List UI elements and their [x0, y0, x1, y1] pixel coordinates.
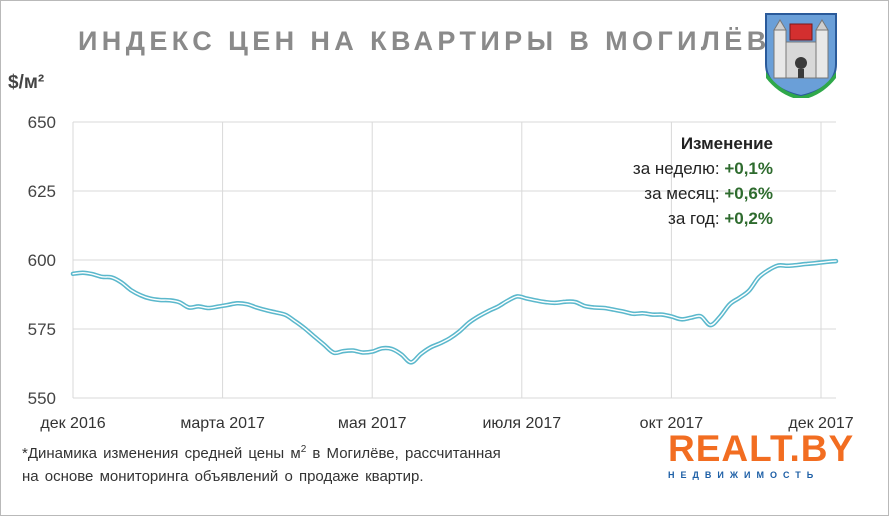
footnote-line-2: на основе мониторинга объявлений о прода…: [22, 468, 424, 485]
change-month-label: за месяц:: [644, 184, 720, 203]
change-year-value: +0,2%: [724, 209, 773, 228]
logo-main-text: REALT.BY: [668, 428, 855, 469]
x-tick-label: июля 2017: [482, 415, 561, 432]
change-box: Изменение за неделю: +0,1% за месяц: +0,…: [633, 131, 773, 231]
x-tick-label: дек 2017: [788, 415, 853, 432]
y-tick-label: 650: [28, 113, 56, 132]
y-axis-ticks: 650 625 600 575 550: [28, 113, 56, 408]
change-month-value: +0,6%: [724, 184, 773, 203]
y-tick-label: 600: [28, 251, 56, 270]
change-header: Изменение: [680, 134, 773, 153]
y-tick-label: 550: [28, 389, 56, 408]
y-tick-label: 575: [28, 320, 56, 339]
realt-by-logo: REALT.BY НЕДВИЖИМОСТЬ: [668, 428, 855, 481]
x-tick-label: мая 2017: [338, 415, 407, 432]
change-row-week: за неделю: +0,1%: [633, 156, 773, 181]
series-layer: [70, 258, 839, 365]
footnote: *Динамика изменения средней цены м2 в Мо…: [22, 438, 501, 488]
y-tick-label: 625: [28, 182, 56, 201]
footnote-line-1: *Динамика изменения средней цены м2 в Мо…: [22, 438, 501, 465]
footnote-sup: 2: [300, 444, 307, 455]
change-year-label: за год:: [668, 209, 720, 228]
change-week-value: +0,1%: [724, 159, 773, 178]
mogilev-coat-of-arms-icon: [765, 13, 837, 98]
change-row-year: за год: +0,2%: [633, 206, 773, 231]
grid-lines: [72, 121, 836, 399]
y-unit-label: $/м²: [8, 72, 45, 93]
x-tick-label: дек 2016: [40, 415, 105, 432]
x-axis-ticks: дек 2016 марта 2017 мая 2017 июля 2017 окт 2…: [40, 415, 853, 432]
x-tick-label: марта 2017: [180, 415, 265, 432]
change-row-month: за месяц: +0,6%: [633, 181, 773, 206]
change-week-label: за неделю:: [632, 159, 720, 178]
x-tick-label: окт 2017: [640, 415, 704, 432]
price-series-line-highlight: [72, 260, 837, 364]
price-series-line: [70, 258, 839, 365]
footnote-text-1b: в Могилёве, рассчитанная: [306, 445, 501, 462]
footnote-text-1a: *Динамика изменения средней цены м: [22, 445, 301, 462]
logo-sub-text: НЕДВИЖИМОСТЬ: [668, 470, 820, 480]
chart-title: ИНДЕКС ЦЕН НА КВАРТИРЫ В МОГИЛЁВЕ: [78, 26, 794, 56]
